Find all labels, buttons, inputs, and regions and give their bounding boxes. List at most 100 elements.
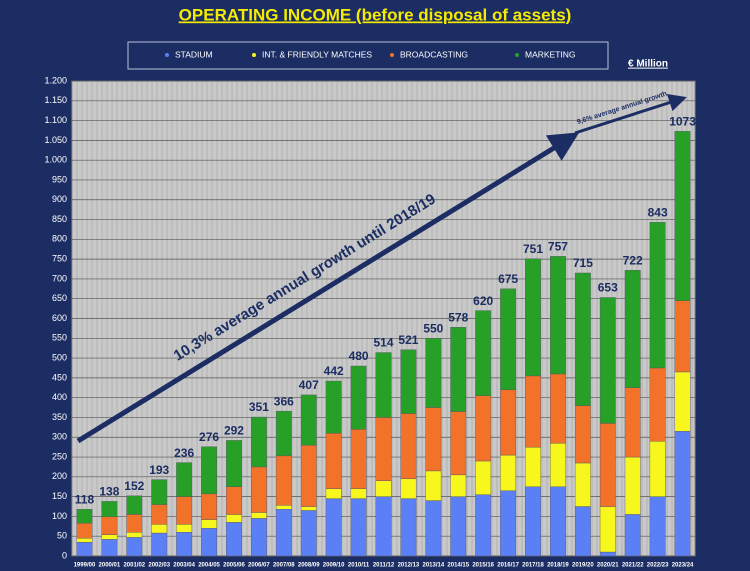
bar-segment	[126, 532, 143, 538]
growth-arrow	[574, 94, 687, 135]
y-tick-label: 1.150	[44, 95, 67, 105]
y-tick-label: 650	[52, 293, 67, 303]
bar-segment	[425, 500, 442, 557]
x-tick-label: 2019/20	[572, 563, 594, 569]
y-tick-label: 0	[62, 550, 67, 560]
legend-marker	[390, 53, 394, 57]
bar-segment	[574, 462, 591, 507]
bar-segment	[375, 480, 392, 497]
bar-segment	[126, 495, 143, 515]
bar-segment	[574, 272, 591, 406]
bar-segment	[250, 416, 267, 468]
bar-segment	[350, 498, 367, 557]
x-tick-label: 2018/19	[547, 563, 569, 569]
chart-title: OPERATING INCOME (before disposal of ass…	[179, 5, 572, 24]
legend-label: MARKETING	[525, 49, 576, 59]
x-tick-label: 2012/13	[398, 563, 420, 569]
bar-segment	[300, 506, 317, 511]
total-label: 292	[224, 424, 244, 438]
y-tick-label: 1.100	[44, 115, 67, 125]
total-label: 351	[249, 400, 269, 414]
x-tick-label: 2010/11	[348, 563, 370, 569]
total-label: 152	[124, 479, 144, 493]
bar-segment	[300, 394, 317, 446]
bar-segment	[325, 380, 342, 434]
total-label: 480	[349, 349, 369, 363]
bar-segment	[674, 300, 691, 373]
total-label: 578	[448, 310, 468, 324]
bar-segment	[151, 479, 168, 505]
bar-segment	[151, 532, 168, 557]
total-label: 675	[498, 272, 518, 286]
legend-label: STADIUM	[175, 49, 213, 59]
total-label: 193	[149, 463, 169, 477]
bar-segment	[250, 518, 267, 557]
bar-segment	[101, 501, 118, 518]
bar-segment	[325, 498, 342, 557]
bar-segment	[275, 455, 292, 506]
legend-marker	[515, 53, 519, 57]
y-tick-label: 800	[52, 234, 67, 244]
total-label: 1073	[669, 114, 696, 128]
growth-arrow	[76, 132, 580, 444]
bar-segment	[425, 470, 442, 501]
bar-segment	[475, 460, 492, 495]
x-tick-label: 2008/09	[298, 563, 320, 569]
bar-segment	[574, 506, 591, 557]
bar-segment	[226, 522, 242, 557]
bar-segment	[350, 365, 367, 430]
x-tick-label: 2014/15	[447, 563, 469, 569]
bar-segment	[126, 514, 143, 533]
bar-segment	[649, 367, 666, 442]
bar-segment	[76, 509, 93, 524]
bar-segment	[599, 551, 616, 557]
total-label: 236	[174, 446, 194, 460]
y-tick-label: 1.000	[44, 155, 67, 165]
bar-segment	[101, 534, 118, 540]
bar-segment	[151, 524, 168, 534]
bar-segment	[76, 541, 93, 557]
y-tick-label: 850	[52, 214, 67, 224]
bar-segment	[350, 429, 367, 489]
total-label: 653	[598, 281, 618, 295]
total-label: 407	[299, 378, 319, 392]
total-label: 521	[398, 333, 418, 347]
bar-segment	[599, 506, 616, 553]
bar-segment	[375, 352, 392, 418]
bar-segment	[325, 433, 342, 489]
bar-segment	[400, 413, 417, 480]
bar-segment	[450, 411, 467, 476]
bar-segment	[325, 488, 342, 499]
total-label: 442	[324, 364, 344, 378]
x-tick-label: 2013/14	[422, 563, 444, 569]
bar-segment	[126, 537, 143, 557]
bar-segment	[599, 423, 616, 507]
y-tick-label: 600	[52, 313, 67, 323]
bar-segment	[525, 258, 541, 377]
bar-segment	[674, 371, 691, 432]
bar-segment	[550, 442, 566, 487]
x-tick-label: 2000/01	[99, 563, 121, 569]
y-tick-label: 150	[52, 491, 67, 501]
bar-segment	[425, 407, 442, 472]
y-tick-label: 700	[52, 273, 67, 283]
y-tick-label: 350	[52, 412, 67, 422]
bar-segment	[350, 488, 367, 499]
y-tick-label: 200	[52, 471, 67, 481]
y-tick-label: 500	[52, 352, 67, 362]
bar-segment	[226, 440, 242, 487]
bar-segment	[624, 456, 641, 515]
bar-segment	[151, 504, 168, 525]
bar-segment	[550, 486, 566, 557]
bar-segment	[525, 486, 541, 557]
bar-segment	[475, 310, 492, 396]
bar-segment	[425, 338, 442, 408]
bar-segment	[525, 446, 541, 487]
y-tick-label: 250	[52, 451, 67, 461]
bar-segment	[176, 462, 193, 497]
bar-segment	[674, 131, 691, 301]
bar-segment	[450, 496, 467, 557]
total-label: 366	[274, 394, 294, 408]
y-tick-label: 900	[52, 194, 67, 204]
bar-segment	[176, 532, 193, 557]
